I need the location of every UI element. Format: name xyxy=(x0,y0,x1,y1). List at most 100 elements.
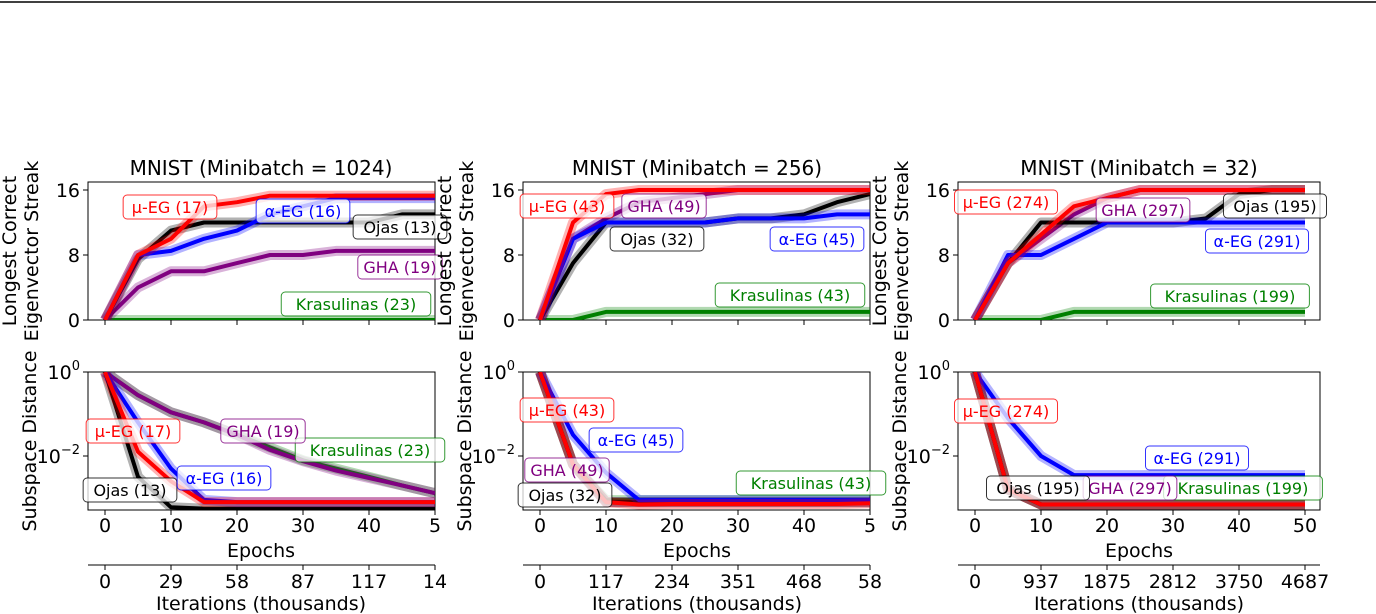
secondary-x-tick-label: 4687 xyxy=(1281,571,1329,593)
series-label-box xyxy=(621,193,707,219)
secondary-x-tick-label: 0 xyxy=(969,571,981,593)
secondary-x-tick-label: 3750 xyxy=(1215,571,1263,593)
series-label: GHA (297) xyxy=(1101,201,1184,220)
series-label: Krasulinas (23) xyxy=(310,441,430,460)
y-tick-label: 8 xyxy=(68,245,80,267)
x-tick-label: 10 xyxy=(1029,515,1053,537)
series-label: Krasulinas (43) xyxy=(730,286,850,305)
series-label: μ-EG (17) xyxy=(95,422,171,441)
x-tick-label: 10 xyxy=(594,515,618,537)
x-axis-label: Epochs xyxy=(663,540,731,562)
series-label-box xyxy=(1205,228,1309,254)
series-label: Ojas (13) xyxy=(363,218,436,237)
series-label-box xyxy=(1223,193,1327,219)
series-label: μ-EG (274) xyxy=(963,193,1050,212)
y-tick-label: 10−2 xyxy=(907,443,950,468)
y-tick-label: 10−2 xyxy=(472,443,515,468)
series-label: μ-EG (43) xyxy=(529,197,605,216)
series-line xyxy=(973,372,1305,478)
axes-frame xyxy=(957,371,1321,511)
series-label: Krasulinas (23) xyxy=(296,295,416,314)
x-tick-label: 20 xyxy=(1095,515,1119,537)
x-axis-label: Epochs xyxy=(1105,540,1173,562)
series-label-box xyxy=(122,194,218,220)
x-tick-label: 50 xyxy=(1293,515,1317,537)
axes-frame xyxy=(522,181,871,321)
y-tick-label: 16 xyxy=(926,180,950,202)
y-tick-label: 10−2 xyxy=(37,443,80,468)
series-label-box xyxy=(519,397,615,423)
series-label-box xyxy=(294,437,446,463)
y-axis-label: Subspace Distance xyxy=(889,350,911,531)
x-tick-label: 30 xyxy=(726,515,750,537)
series-group xyxy=(535,185,870,320)
secondary-x-tick-label: 0 xyxy=(534,571,546,593)
secondary-x-tick-label: 468 xyxy=(786,571,822,593)
series-label: μ-EG (43) xyxy=(529,401,605,420)
series-label: α-EG (45) xyxy=(598,431,675,450)
series-label-box xyxy=(588,427,684,453)
secondary-x-axis: 0 937 1875 2812 3750 4687 xyxy=(958,564,1329,593)
y-axis-label: Eigenvector Streak xyxy=(456,161,478,342)
y-tick-label: 0 xyxy=(503,310,515,332)
series-line xyxy=(103,372,435,496)
series-label-box xyxy=(524,457,610,483)
secondary-x-tick-label: 87 xyxy=(291,571,315,593)
secondary-x-tick-label: 117 xyxy=(351,571,387,593)
secondary-x-tick-label: 2812 xyxy=(1149,571,1197,593)
x-tick-label: 30 xyxy=(1161,515,1185,537)
series-label-box xyxy=(735,470,887,496)
x-tick-label: 40 xyxy=(792,515,816,537)
x-tick-label: 0 xyxy=(969,515,981,537)
x-tick-label: 0 xyxy=(99,515,111,537)
secondary-x-tick-label: 1875 xyxy=(1083,571,1131,593)
secondary-x-tick-label: 937 xyxy=(1023,571,1059,593)
series-label-box xyxy=(352,214,448,240)
series-label-box xyxy=(220,418,306,444)
series-label-box xyxy=(769,226,865,252)
series-label-box xyxy=(1145,445,1249,471)
series-label-box xyxy=(986,475,1090,501)
x-tick-label: 5 xyxy=(429,515,441,537)
series-label: α-EG (291) xyxy=(1154,449,1241,468)
series-label: Ojas (32) xyxy=(528,486,601,505)
secondary-x-tick-label: 0 xyxy=(99,571,111,593)
secondary-x-axis-label: Iterations (thousands) xyxy=(156,593,366,614)
y-tick-label: 0 xyxy=(938,310,950,332)
series-line xyxy=(103,193,435,320)
x-tick-label: 10 xyxy=(159,515,183,537)
series-label: μ-EG (17) xyxy=(132,198,208,217)
series-label: Ojas (195) xyxy=(996,479,1079,498)
secondary-x-tick-label: 351 xyxy=(720,571,756,593)
x-tick-label: 40 xyxy=(1227,515,1251,537)
secondary-x-tick-label: 29 xyxy=(159,571,183,593)
series-label: Ojas (32) xyxy=(620,230,693,249)
series-label: Ojas (13) xyxy=(93,481,166,500)
y-axis-label: Subspace Distance xyxy=(454,350,476,531)
series-label-box xyxy=(954,189,1058,215)
secondary-x-tick-label: 234 xyxy=(654,571,690,593)
series-label-box xyxy=(357,254,443,280)
x-tick-label: 5 xyxy=(864,515,876,537)
y-tick-label: 100 xyxy=(48,359,80,384)
y-axis-label: Longest Correct xyxy=(434,176,456,326)
series-label-box xyxy=(85,418,181,444)
series-line xyxy=(103,372,435,505)
series-label-box xyxy=(1150,283,1310,309)
y-axis-label: Eigenvector Streak xyxy=(891,161,913,342)
y-tick-label: 16 xyxy=(491,180,515,202)
series-label: GHA (297) xyxy=(1088,479,1171,498)
series-line xyxy=(103,248,435,320)
series-label: Krasulinas (199) xyxy=(1165,287,1296,306)
y-axis-label: Eigenvector Streak xyxy=(21,161,43,342)
series-label-box xyxy=(714,282,866,308)
chart-panel-2: MNIST (Minibatch = 256) 0 8 16 Longest Corre… xyxy=(434,156,887,614)
series-label-box xyxy=(280,291,432,317)
series-label: α-EG (45) xyxy=(779,230,856,249)
series-label: GHA (49) xyxy=(530,461,603,480)
series-label-box xyxy=(519,193,615,219)
x-axis-label: Epochs xyxy=(227,540,295,562)
series-line xyxy=(538,212,870,320)
series-label-box xyxy=(1095,197,1191,223)
series-label: α-EG (291) xyxy=(1214,232,1301,251)
